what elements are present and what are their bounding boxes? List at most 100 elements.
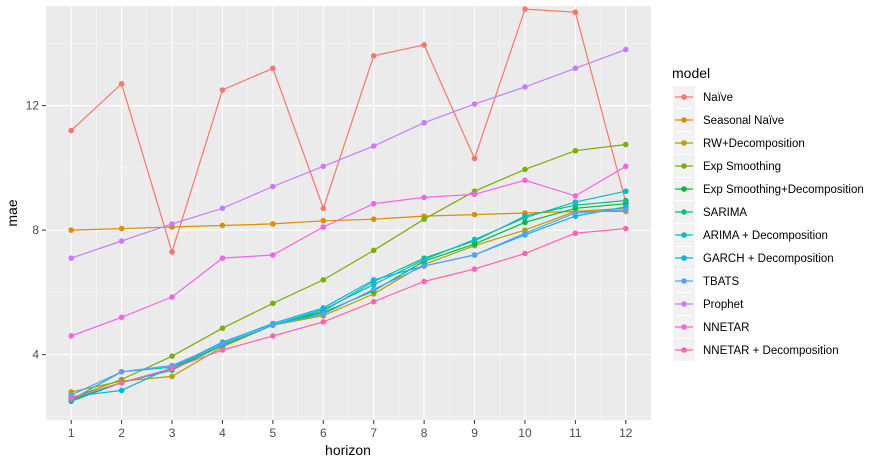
legend-item: Naïve: [673, 86, 733, 108]
y-axis-title: mae: [4, 199, 20, 226]
y-tick-label: 12: [26, 99, 40, 113]
data-point: [421, 278, 427, 285]
legend-key-point: [681, 94, 687, 100]
legend-key-point: [681, 255, 687, 261]
data-point: [169, 294, 175, 300]
legend-item: NNETAR: [673, 316, 749, 338]
series-line: [70, 199, 626, 402]
legend-label: ARIMA + Decomposition: [703, 230, 828, 242]
legend-key-point: [681, 324, 687, 330]
series-line: [70, 165, 627, 337]
legend-item: NNETAR + Decomposition: [673, 339, 839, 361]
data-point: [522, 214, 528, 221]
data-point: [471, 101, 478, 107]
data-point: [320, 205, 327, 212]
data-point: [320, 224, 327, 230]
series-line: [70, 143, 626, 399]
series-line: [71, 207, 626, 393]
data-point: [169, 373, 175, 380]
data-point: [68, 127, 75, 134]
data-point: [320, 319, 327, 325]
legend-label: Prophet: [703, 299, 744, 311]
data-point: [522, 250, 528, 257]
data-point: [219, 255, 226, 261]
series-points: [68, 6, 629, 405]
data-point: [421, 119, 427, 126]
data-point: [118, 225, 125, 232]
legend-key-point: [681, 140, 687, 146]
legend-key-point: [681, 278, 687, 284]
data-point: [118, 238, 125, 244]
x-tick-label: 2: [118, 426, 125, 440]
legend-label: RW+Decomposition: [703, 138, 805, 150]
data-point: [270, 322, 276, 328]
legend-title: model: [672, 65, 710, 81]
data-point: [622, 163, 629, 170]
data-point: [471, 252, 478, 258]
legend-item: ARIMA + Decomposition: [673, 224, 828, 246]
data-point: [421, 256, 427, 263]
data-point: [622, 188, 629, 195]
legend-label: NNETAR + Decomposition: [703, 345, 839, 357]
data-point: [270, 183, 276, 190]
y-axis: 4 8 12: [26, 99, 46, 362]
legend-key-point: [681, 117, 687, 123]
legend-label: Exp Smoothing: [703, 161, 781, 173]
legend-item: Exp Smoothing: [673, 155, 781, 177]
data-point: [219, 87, 226, 93]
series-line: [70, 209, 626, 396]
data-point: [169, 221, 175, 227]
legend-key-point: [681, 301, 687, 307]
series-line: [70, 190, 626, 401]
data-point: [118, 368, 125, 375]
data-point: [471, 266, 478, 272]
y-tick-label: 8: [32, 223, 39, 237]
x-tick-label: 6: [320, 426, 327, 440]
data-point: [572, 65, 579, 72]
y-tick-label: 4: [32, 348, 39, 362]
x-tick-label: 7: [370, 426, 377, 440]
x-axis-title: horizon: [325, 442, 371, 458]
data-point: [270, 300, 276, 307]
legend-label: NNETAR: [703, 322, 749, 334]
legend-item: GARCH + Decomposition: [673, 247, 834, 269]
x-tick-label: 5: [270, 426, 277, 440]
legend-key-point: [681, 163, 687, 169]
data-point: [471, 191, 478, 198]
data-point: [320, 277, 327, 283]
data-point: [421, 42, 427, 48]
data-point: [370, 298, 377, 305]
data-point: [421, 194, 427, 201]
data-point: [219, 222, 226, 229]
data-point: [320, 311, 327, 317]
x-tick-label: 11: [569, 426, 582, 440]
data-point: [471, 155, 478, 162]
legend-key-point: [681, 186, 687, 192]
data-point: [622, 141, 629, 148]
x-axis: 1 2 3 4 5 6 7 8 9 10 11 12: [68, 420, 633, 440]
data-point: [270, 333, 276, 339]
data-point: [522, 219, 528, 226]
data-point: [270, 65, 276, 72]
legend-label: Naïve: [703, 92, 733, 104]
x-tick-label: 12: [619, 426, 633, 440]
data-point: [320, 217, 327, 224]
series-line: [70, 8, 627, 254]
data-point: [169, 365, 175, 372]
legend-item: RW+Decomposition: [673, 132, 805, 154]
data-point: [118, 379, 125, 386]
data-point: [522, 6, 528, 12]
series-line: [71, 49, 627, 259]
x-tick-label: 4: [219, 426, 226, 440]
data-point: [370, 247, 377, 254]
data-point: [471, 211, 478, 218]
data-point: [370, 281, 377, 288]
data-point: [622, 197, 629, 204]
x-tick-label: 9: [471, 426, 478, 440]
data-point: [522, 230, 528, 237]
legend-item: TBATS: [673, 270, 740, 292]
legend-item: SARIMA: [673, 201, 747, 223]
data-point: [370, 53, 377, 59]
data-point: [572, 210, 579, 216]
